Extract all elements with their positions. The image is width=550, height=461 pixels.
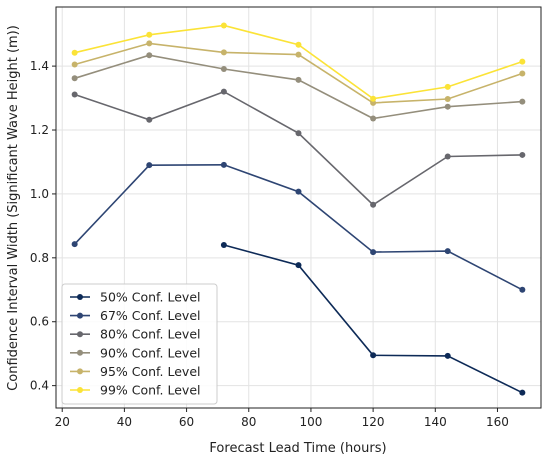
x-tick-label: 140 xyxy=(424,415,447,429)
data-point xyxy=(370,352,377,359)
data-point xyxy=(220,22,227,29)
data-point xyxy=(444,153,451,160)
data-point xyxy=(370,201,377,208)
data-point xyxy=(519,286,526,293)
legend-label: 50% Conf. Level xyxy=(100,290,201,305)
legend-swatch-marker xyxy=(77,349,83,356)
y-tick-label: 0.6 xyxy=(30,315,49,329)
y-tick-label: 0.8 xyxy=(30,251,49,265)
data-point xyxy=(370,249,377,256)
series-2 xyxy=(71,161,526,293)
x-tick-label: 100 xyxy=(299,415,322,429)
legend: 50% Conf. Level 67% Conf. Level 80% Conf. … xyxy=(61,283,218,405)
data-point xyxy=(146,40,153,47)
series-6 xyxy=(71,22,526,102)
legend-item: 67% Conf. Level xyxy=(70,308,201,323)
legend-label: 95% Conf. Level xyxy=(100,364,201,379)
x-tick-label: 160 xyxy=(486,415,509,429)
legend-label: 67% Conf. Level xyxy=(100,308,201,323)
data-point xyxy=(519,389,526,396)
data-point xyxy=(220,161,227,168)
data-point xyxy=(146,31,153,38)
legend-item: 50% Conf. Level xyxy=(70,290,201,305)
data-point xyxy=(295,51,302,58)
series-4 xyxy=(71,52,526,122)
legend-swatch-marker xyxy=(77,312,83,319)
data-point xyxy=(220,65,227,72)
legend-item: 90% Conf. Level xyxy=(70,345,201,360)
data-point xyxy=(444,103,451,110)
legend-swatch-marker xyxy=(77,387,83,393)
series-3 xyxy=(71,88,526,208)
data-point xyxy=(295,130,302,137)
y-axis-label: Confidence Interval Width (Significant W… xyxy=(6,25,21,391)
data-point xyxy=(519,58,526,65)
x-axis-label: Forecast Lead Time (hours) xyxy=(209,441,386,456)
data-point xyxy=(295,41,302,48)
data-point xyxy=(146,162,153,169)
legend-swatch-marker xyxy=(77,331,83,338)
legend-item: 99% Conf. Level xyxy=(70,383,201,398)
data-point xyxy=(519,98,526,105)
data-point xyxy=(295,76,302,83)
data-point xyxy=(519,151,526,158)
data-point xyxy=(444,83,451,90)
legend-box xyxy=(61,283,218,405)
legend-swatch-marker xyxy=(77,294,83,300)
legend-item: 80% Conf. Level xyxy=(70,327,201,342)
x-tick-label: 60 xyxy=(179,415,194,429)
x-tick-label: 120 xyxy=(362,415,385,429)
plot-frame xyxy=(55,6,542,409)
legend-label: 99% Conf. Level xyxy=(100,383,201,398)
y-tick-label: 1.2 xyxy=(30,123,49,137)
data-point xyxy=(71,241,78,248)
series-group xyxy=(71,22,526,396)
data-point xyxy=(220,88,227,95)
data-point xyxy=(220,49,227,56)
data-point xyxy=(444,352,451,359)
series-1 xyxy=(220,242,526,396)
data-point xyxy=(444,248,451,255)
y-tick-label: 1.4 xyxy=(30,59,49,73)
data-point xyxy=(71,49,78,56)
data-point xyxy=(295,188,302,195)
data-point xyxy=(71,91,78,98)
data-point xyxy=(444,96,451,103)
data-point xyxy=(71,61,78,68)
y-axis: 0.4 0.6 0.8 1.0 1.2 1.4 xyxy=(30,59,56,393)
data-point xyxy=(370,115,377,122)
y-tick-label: 0.4 xyxy=(30,379,49,393)
x-tick-label: 40 xyxy=(117,415,132,429)
data-point xyxy=(220,242,227,249)
legend-item: 95% Conf. Level xyxy=(70,364,201,379)
x-axis: 20 40 60 80 100 120 140 160 xyxy=(55,408,509,429)
series-5 xyxy=(71,40,526,106)
data-point xyxy=(295,262,302,269)
data-point xyxy=(370,95,377,102)
x-tick-label: 20 xyxy=(55,415,70,429)
x-tick-label: 80 xyxy=(241,415,256,429)
data-point xyxy=(146,116,153,123)
legend-swatch-marker xyxy=(77,368,83,375)
data-point xyxy=(370,99,377,106)
y-tick-label: 1.0 xyxy=(30,187,49,201)
data-point xyxy=(519,70,526,77)
data-point xyxy=(146,52,153,59)
data-point xyxy=(71,75,78,82)
legend-label: 90% Conf. Level xyxy=(100,345,201,360)
legend-label: 80% Conf. Level xyxy=(100,327,201,342)
